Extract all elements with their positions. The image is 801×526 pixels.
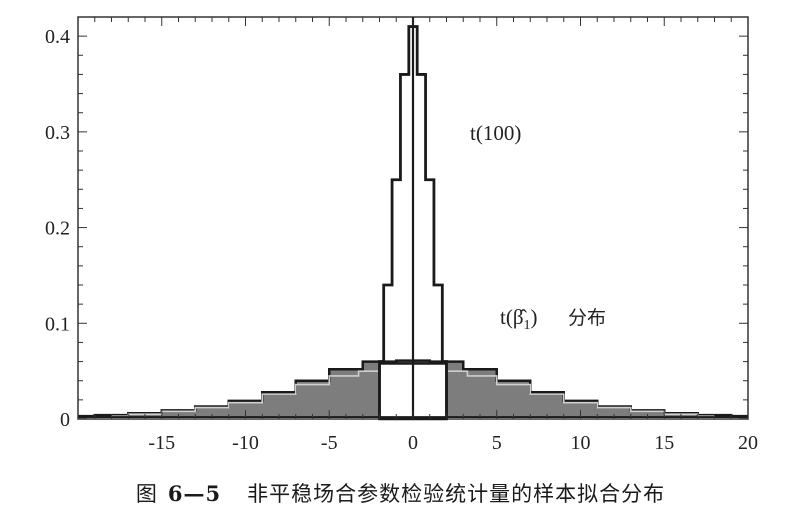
annotation-tbeta-suffix: ) xyxy=(531,305,538,329)
y-tick-label: 0.3 xyxy=(45,122,70,144)
y-tick-label: 0.2 xyxy=(45,218,70,240)
annotation-t100: t(100) xyxy=(470,121,521,145)
caption-prefix: 图 xyxy=(135,482,158,506)
x-tick-label: 20 xyxy=(738,432,758,454)
y-tick-label: 0.1 xyxy=(45,313,70,335)
x-tick-label: 5 xyxy=(492,432,502,454)
annotation-tbeta-sub: 1 xyxy=(524,318,531,333)
y-tick-label: 0.4 xyxy=(45,26,70,48)
caption-text: 非平稳场合参数检验统计量的样本拟合分布 xyxy=(247,482,666,506)
y-tick-label: 0 xyxy=(60,409,70,431)
figure-caption: 图 6—5 非平稳场合参数检验统计量的样本拟合分布 xyxy=(0,478,801,514)
axes: -15 -10 -5 0 5 10 15 20 0 0.1 0.2 0.3 0.4 xyxy=(45,16,758,454)
annotation-tbeta: t(β̂1) xyxy=(500,305,538,333)
x-tick-label: 15 xyxy=(654,432,674,454)
x-tick-label: -10 xyxy=(232,432,259,454)
x-tick-label: 10 xyxy=(571,432,591,454)
series-lines xyxy=(78,17,748,421)
x-tick-label: 0 xyxy=(408,432,418,454)
annotation-tbeta-prefix: t( xyxy=(500,305,513,329)
chart: -15 -10 -5 0 5 10 15 20 0 0.1 0.2 0.3 0.4 t(100) t(β… xyxy=(45,16,758,454)
x-tick-label: -15 xyxy=(148,432,175,454)
annotation-tbeta-cjk: 分布 xyxy=(568,307,606,329)
caption-number: 6—5 xyxy=(167,481,222,506)
x-tick-label: -5 xyxy=(321,432,338,454)
